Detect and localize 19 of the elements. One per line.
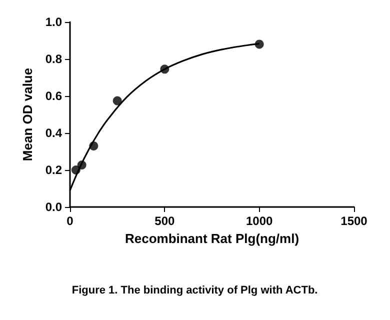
y-tick-label: 1.0 [45, 15, 62, 29]
point [160, 64, 170, 74]
y-tick-label: 0.0 [45, 200, 62, 214]
x-tick-label: 500 [154, 214, 175, 228]
x-tick-label: 1000 [246, 214, 274, 228]
y-tick-label: 0.6 [45, 89, 62, 103]
x-axis-title: Recombinant Rat Plg(ng/ml) [124, 230, 300, 246]
y-tick-label: 0.8 [45, 52, 62, 66]
x-tick-label: 0 [66, 214, 74, 228]
x-tick-label: 1500 [340, 214, 368, 228]
point [89, 141, 98, 150]
point [254, 40, 264, 49]
caption: Figure 1. The binding activity of Plg with ACTb. [72, 284, 318, 296]
point [71, 166, 80, 174]
y-axis-title: Mean OD value [20, 68, 35, 162]
point [77, 160, 86, 170]
y-tick-label: 0.4 [45, 126, 62, 140]
point [112, 96, 122, 106]
y-tick-label: 0.2 [45, 163, 62, 177]
